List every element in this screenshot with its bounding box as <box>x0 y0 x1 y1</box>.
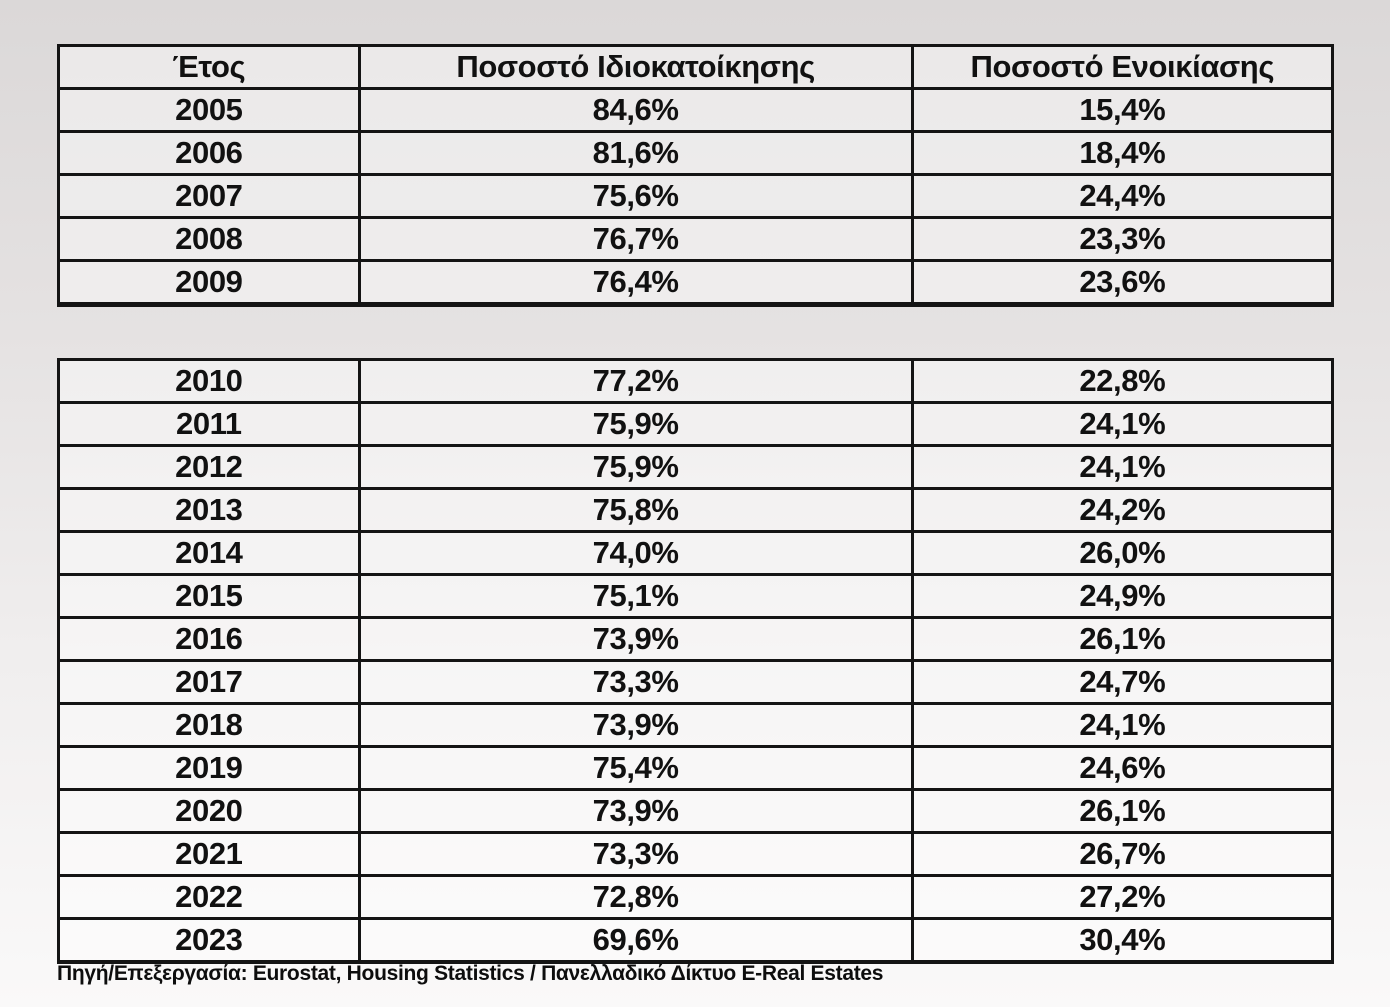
rental-cell: 27,2% <box>910 874 1335 920</box>
table-row: 2008 76,7% 23,3% <box>57 216 1335 262</box>
header-row: Έτος Ποσοστό Ιδιοκατοίκησης Ποσοστό Ενοι… <box>57 44 1335 90</box>
column-header-rental: Ποσοστό Ενοικίασης <box>910 44 1335 90</box>
table-row: 2021 73,3% 26,7% <box>57 831 1335 877</box>
year-cell: 2021 <box>57 831 361 877</box>
year-cell: 2012 <box>57 444 361 490</box>
year-cell: 2019 <box>57 745 361 791</box>
table-row: 2016 73,9% 26,1% <box>57 616 1335 662</box>
year-cell: 2020 <box>57 788 361 834</box>
year-cell: 2009 <box>57 259 361 306</box>
table-row: 2011 75,9% 24,1% <box>57 401 1335 447</box>
rental-cell: 24,1% <box>910 444 1335 490</box>
year-cell: 2016 <box>57 616 361 662</box>
ownership-cell: 74,0% <box>357 530 914 576</box>
year-cell: 2010 <box>57 358 361 404</box>
ownership-cell: 75,4% <box>357 745 914 791</box>
table-row: 2005 84,6% 15,4% <box>57 87 1335 133</box>
source-note: Πηγή/Επεξεργασία: Eurostat, Housing Stat… <box>57 962 884 985</box>
housing-table-2010-2023: 2010 77,2% 22,8% 2011 75,9% 24,1% 2012 7… <box>57 358 1335 964</box>
year-cell: 2015 <box>57 573 361 619</box>
rental-cell: 24,4% <box>910 173 1335 219</box>
rental-cell: 24,6% <box>910 745 1335 791</box>
table-row: 2010 77,2% 22,8% <box>57 358 1335 404</box>
rental-cell: 24,1% <box>910 401 1335 447</box>
rental-cell: 23,3% <box>910 216 1335 262</box>
housing-table-2005-2009: Έτος Ποσοστό Ιδιοκατοίκησης Ποσοστό Ενοι… <box>57 44 1335 307</box>
rental-cell: 24,9% <box>910 573 1335 619</box>
year-cell: 2014 <box>57 530 361 576</box>
table-row: 2019 75,4% 24,6% <box>57 745 1335 791</box>
ownership-cell: 75,1% <box>357 573 914 619</box>
ownership-cell: 75,8% <box>357 487 914 533</box>
rental-cell: 24,7% <box>910 659 1335 705</box>
ownership-cell: 73,3% <box>357 659 914 705</box>
ownership-cell: 75,6% <box>357 173 914 219</box>
rental-cell: 26,0% <box>910 530 1335 576</box>
column-header-year: Έτος <box>57 44 361 90</box>
table-row: 2023 69,6% 30,4% <box>57 917 1335 964</box>
year-cell: 2022 <box>57 874 361 920</box>
rental-cell: 18,4% <box>910 130 1335 176</box>
ownership-cell: 73,9% <box>357 788 914 834</box>
ownership-cell: 81,6% <box>357 130 914 176</box>
year-cell: 2011 <box>57 401 361 447</box>
table-row: 2012 75,9% 24,1% <box>57 444 1335 490</box>
year-cell: 2023 <box>57 917 361 964</box>
rental-cell: 15,4% <box>910 87 1335 133</box>
year-cell: 2006 <box>57 130 361 176</box>
ownership-cell: 77,2% <box>357 358 914 404</box>
ownership-cell: 69,6% <box>357 917 914 964</box>
year-cell: 2007 <box>57 173 361 219</box>
year-cell: 2017 <box>57 659 361 705</box>
rental-cell: 24,1% <box>910 702 1335 748</box>
rental-cell: 22,8% <box>910 358 1335 404</box>
year-cell: 2013 <box>57 487 361 533</box>
table-row: 2009 76,4% 23,6% <box>57 259 1335 306</box>
table-row: 2013 75,8% 24,2% <box>57 487 1335 533</box>
table-row: 2015 75,1% 24,9% <box>57 573 1335 619</box>
table-row: 2007 75,6% 24,4% <box>57 173 1335 219</box>
rental-cell: 23,6% <box>910 259 1335 306</box>
rental-cell: 26,7% <box>910 831 1335 877</box>
ownership-cell: 73,9% <box>357 616 914 662</box>
table-row: 2022 72,8% 27,2% <box>57 874 1335 920</box>
year-cell: 2008 <box>57 216 361 262</box>
table-row: 2006 81,6% 18,4% <box>57 130 1335 176</box>
year-cell: 2018 <box>57 702 361 748</box>
rental-cell: 26,1% <box>910 788 1335 834</box>
table-row: 2014 74,0% 26,0% <box>57 530 1335 576</box>
ownership-cell: 75,9% <box>357 444 914 490</box>
year-cell: 2005 <box>57 87 361 133</box>
rental-cell: 26,1% <box>910 616 1335 662</box>
column-header-ownership: Ποσοστό Ιδιοκατοίκησης <box>357 44 914 90</box>
ownership-cell: 72,8% <box>357 874 914 920</box>
table-row: 2017 73,3% 24,7% <box>57 659 1335 705</box>
ownership-cell: 76,4% <box>357 259 914 306</box>
table-row: 2020 73,9% 26,1% <box>57 788 1335 834</box>
ownership-cell: 73,3% <box>357 831 914 877</box>
table-row: 2018 73,9% 24,1% <box>57 702 1335 748</box>
ownership-cell: 76,7% <box>357 216 914 262</box>
ownership-cell: 75,9% <box>357 401 914 447</box>
ownership-cell: 84,6% <box>357 87 914 133</box>
ownership-cell: 73,9% <box>357 702 914 748</box>
rental-cell: 30,4% <box>910 917 1335 964</box>
rental-cell: 24,2% <box>910 487 1335 533</box>
